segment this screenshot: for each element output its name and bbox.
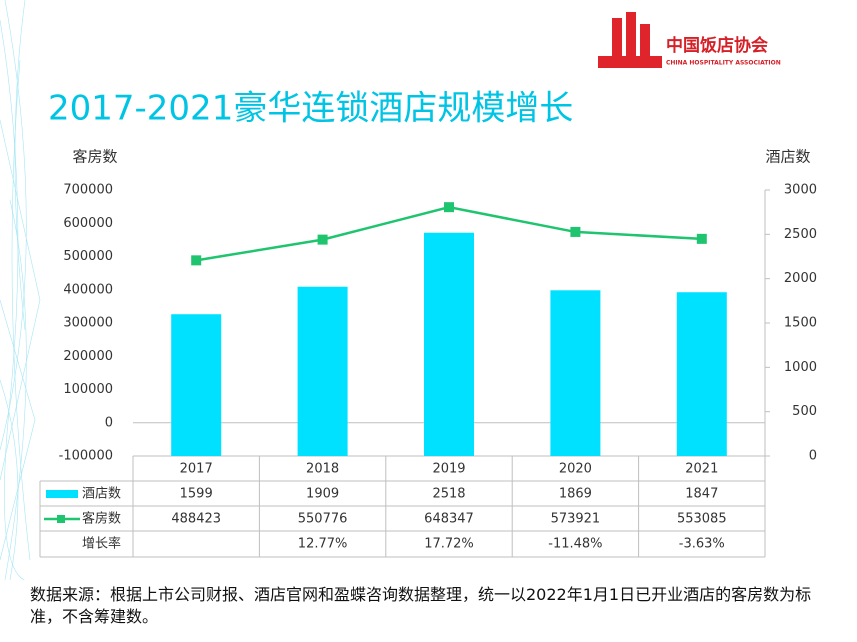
y2-axis-label: 酒店数 — [765, 148, 810, 166]
legend-label: 酒店数 — [82, 487, 121, 502]
table-cell: 488423 — [171, 512, 221, 527]
table-cell: 12.77% — [298, 537, 348, 552]
table-cell: 1599 — [180, 487, 213, 502]
line-marker — [444, 202, 454, 213]
bar — [676, 292, 727, 456]
y2-tick-label: 500 — [792, 404, 817, 419]
table-cell: -11.48% — [548, 537, 602, 552]
y2-tick-label: 1000 — [784, 360, 817, 375]
line-marker — [191, 255, 202, 266]
y-tick-label: 300000 — [63, 316, 113, 331]
bar — [297, 286, 348, 456]
y2-tick-label: 3000 — [784, 183, 817, 198]
line-marker — [570, 226, 581, 237]
y-tick-label: 400000 — [63, 282, 113, 297]
table-cell: 573921 — [551, 512, 601, 527]
legend-label: 客房数 — [82, 511, 121, 527]
table-cell: 648347 — [424, 512, 474, 527]
y-tick-label: 100000 — [63, 382, 113, 397]
bar — [171, 314, 222, 456]
y-tick-label: 200000 — [63, 349, 113, 364]
legend-marker — [57, 515, 65, 523]
x-tick-label: 2021 — [685, 462, 718, 477]
y2-tick-label: 1500 — [784, 316, 817, 331]
y2-tick-label: 2000 — [784, 271, 817, 286]
y2-tick-label: 0 — [809, 449, 817, 464]
y-axis-label: 客房数 — [72, 148, 117, 166]
line-marker — [696, 233, 707, 244]
y-tick-label: 600000 — [63, 216, 113, 231]
table-cell: 17.72% — [424, 537, 474, 552]
legend-swatch — [46, 490, 78, 498]
x-tick-label: 2017 — [180, 462, 213, 477]
decoration — [0, 0, 41, 580]
y2-tick-label: 2500 — [784, 227, 817, 242]
table-cell: 2518 — [432, 487, 465, 502]
y-tick-label: 0 — [105, 415, 113, 430]
y-tick-label: 500000 — [63, 249, 113, 264]
row-label: 增长率 — [82, 536, 121, 552]
x-tick-label: 2018 — [306, 462, 339, 477]
table-cell: -3.63% — [679, 537, 725, 552]
logo-subtext: CHINA HOSPITALITY ASSOCIATION — [666, 60, 781, 67]
logo: 中国饭店协会 CHINA HOSPITALITY ASSOCIATION — [598, 12, 781, 68]
x-tick-label: 2020 — [559, 462, 592, 477]
logo-text: 中国饭店协会 — [666, 35, 768, 56]
chart: 中国饭店协会 CHINA HOSPITALITY ASSOCIATION 201… — [0, 0, 817, 580]
bar — [424, 232, 474, 456]
y-tick-label: 700000 — [63, 183, 113, 198]
table-cell: 553085 — [677, 512, 727, 527]
table-cell: 1909 — [306, 487, 339, 502]
table-cell: 1847 — [685, 487, 718, 502]
bar — [550, 290, 601, 456]
chart-title: 2017-2021豪华连锁酒店规模增长 — [48, 89, 573, 129]
table-cell: 1869 — [559, 487, 592, 502]
y-tick-label: -100000 — [59, 449, 113, 464]
source-note: 数据来源：根据上市公司财报、酒店官网和盈蝶咨询数据整理，统一以2022年1月1日… — [30, 585, 812, 626]
table-cell: 550776 — [298, 512, 348, 527]
line-marker — [317, 234, 328, 245]
x-tick-label: 2019 — [432, 462, 465, 477]
